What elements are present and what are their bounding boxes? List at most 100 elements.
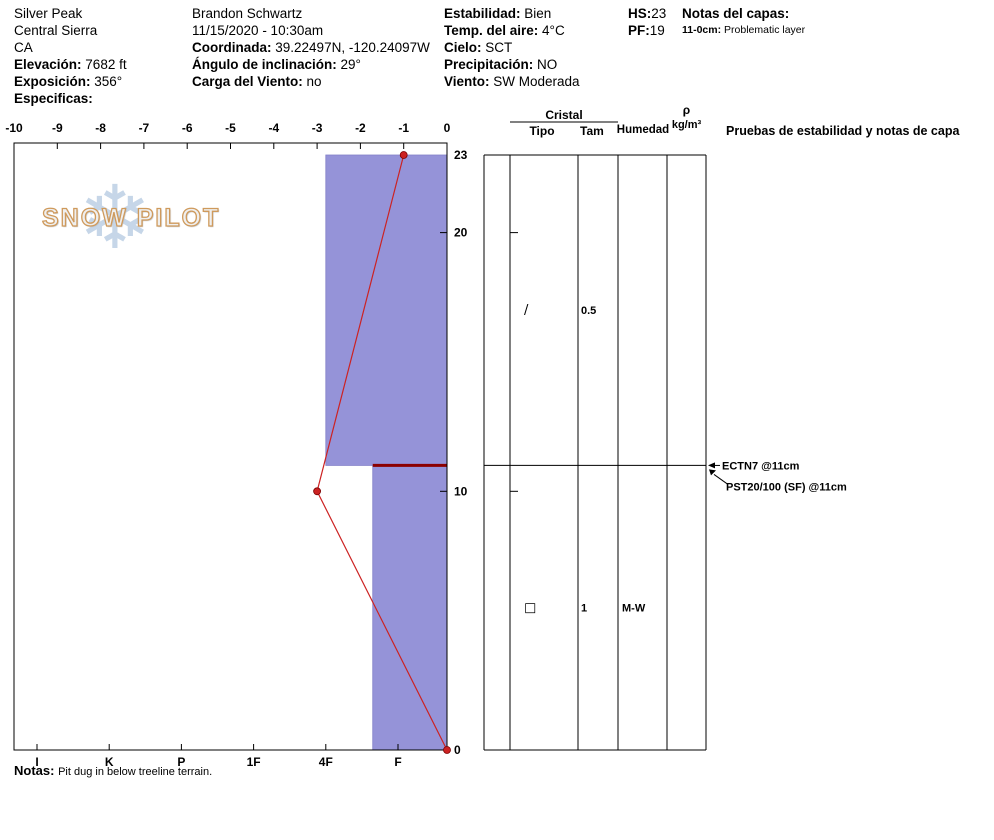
hs-row: HS:23 — [628, 5, 666, 22]
pf-label: PF: — [628, 23, 650, 38]
header-conditions: Estabilidad: Bien Temp. del aire: 4°C Ci… — [444, 5, 580, 90]
temperature-point — [313, 487, 322, 496]
air-temp-label: Temp. del aire: — [444, 23, 539, 38]
wind-label: Viento: — [444, 74, 490, 89]
slope-angle-value: 29° — [340, 57, 361, 72]
stability-row: Estabilidad: Bien — [444, 5, 580, 22]
test-arrow-head — [709, 469, 716, 476]
precip-row: Precipitación: NO — [444, 56, 580, 73]
grain-type-symbol: / — [524, 303, 529, 318]
temp-axis-label: -2 — [355, 121, 366, 135]
snowpilot-logo-text: SNOW PILOT — [41, 203, 221, 232]
temp-axis-label: -1 — [398, 121, 409, 135]
pf-value: 19 — [649, 23, 665, 38]
sky-label: Cielo: — [444, 40, 482, 55]
header-totals: HS:23 PF:19 — [628, 5, 666, 39]
depth-axis-label: 0 — [454, 743, 461, 757]
wind-loading-label: Carga del Viento: — [192, 74, 303, 89]
grain-type-symbol: □ — [524, 601, 536, 616]
layer-note-range: 11-0cm: — [682, 24, 722, 36]
coordinates-label: Coordinada: — [192, 40, 272, 55]
temperature-point — [443, 746, 451, 754]
observation-datetime: 11/15/2020 - 10:30am — [192, 23, 324, 38]
stability-value: Bien — [524, 6, 552, 21]
air-temp-row: Temp. del aire: 4°C — [444, 22, 580, 39]
sky-value: SCT — [485, 40, 513, 55]
site-range: Central Sierra — [14, 23, 98, 38]
stability-test-label: PST20/100 (SF) @11cm — [726, 481, 847, 493]
hardness-axis-label: K — [105, 755, 114, 769]
site-state: CA — [14, 40, 33, 55]
wind-value: SW Moderada — [493, 74, 580, 89]
temp-axis-label: -6 — [182, 121, 193, 135]
depth-axis-label: 23 — [454, 148, 468, 162]
depth-axis-label: 10 — [454, 484, 468, 498]
temp-axis-label: -7 — [139, 121, 150, 135]
hardness-axis-label: F — [394, 755, 401, 769]
wind-row: Viento: SW Moderada — [444, 73, 580, 90]
temp-axis-label: -3 — [312, 121, 323, 135]
wind-loading-value: no — [306, 74, 322, 89]
test-arrow-line — [713, 474, 729, 485]
sky-row: Cielo: SCT — [444, 39, 580, 56]
precip-value: NO — [537, 57, 558, 72]
temp-axis-label: -4 — [268, 121, 279, 135]
hardness-axis-label: P — [177, 755, 185, 769]
header-location: Silver Peak Central Sierra CA Elevación:… — [14, 5, 127, 107]
layer-notes-title: Notas del capas: — [682, 5, 805, 22]
layer-notes-title-text: Notas del capas: — [682, 6, 790, 21]
header-observation: Brandon Schwartz 11/15/2020 - 10:30am Co… — [192, 5, 430, 90]
site-name: Silver Peak — [14, 6, 83, 21]
stability-label: Estabilidad: — [444, 6, 521, 21]
test-arrow-head — [708, 462, 715, 469]
observer-name: Brandon Schwartz — [192, 6, 303, 21]
snowpilot-logo: ❄ SNOW PILOT — [40, 170, 219, 270]
hs-value: 23 — [651, 6, 667, 21]
hardness-axis-label: I — [35, 755, 38, 769]
col-header-density-units: kg/m³ — [671, 119, 702, 131]
stability-test-label: ECTN7 @11cm — [722, 460, 800, 472]
temp-axis-label: 0 — [444, 121, 451, 135]
col-header-cristal: Cristal — [545, 108, 583, 122]
aspect-value: 356° — [94, 74, 123, 89]
col-header-tipo: Tipo — [529, 124, 555, 138]
hardness-axis-label: 1F — [247, 755, 261, 769]
specifics-label: Especificas: — [14, 91, 93, 106]
air-temp-value: 4°C — [542, 23, 565, 38]
temperature-point — [399, 151, 408, 159]
elevation-label: Elevación: — [14, 57, 82, 72]
coordinates-row: Coordinada: 39.22497N, -120.24097W — [192, 39, 430, 56]
elevation-row: Elevación: 7682 ft — [14, 56, 127, 73]
hardness-bar-layer-2 — [372, 465, 448, 751]
temp-axis-label: -9 — [52, 121, 63, 135]
temp-axis-label: -8 — [95, 121, 106, 135]
temp-axis-label: -10 — [5, 121, 23, 135]
hardness-bar-layer-1 — [325, 154, 448, 466]
hardness-axis-label: 4F — [319, 755, 333, 769]
slope-angle-label: Ángulo de inclinación: — [192, 57, 337, 72]
hs-label: HS: — [628, 6, 652, 21]
col-header-tam: Tam — [580, 124, 604, 138]
pf-row: PF:19 — [628, 22, 666, 39]
notes-text: Pit dug in below treeline terrain. — [58, 766, 213, 778]
depth-axis-label: 20 — [454, 226, 468, 240]
coordinates-value: 39.22497N, -120.24097W — [275, 40, 430, 55]
slope-angle-row: Ángulo de inclinación: 29° — [192, 56, 430, 73]
layer-note-text: Problematic layer — [724, 24, 806, 36]
layer-note-row: 11-0cm: Problematic layer — [682, 22, 805, 39]
notes-label: Notas: — [14, 763, 55, 778]
precip-label: Precipitación: — [444, 57, 534, 72]
temp-axis-label: -5 — [225, 121, 236, 135]
grain-size-value: 1 — [581, 603, 587, 615]
specifics-row: Especificas: — [14, 90, 127, 107]
snowflake-icon: ❄ — [78, 166, 152, 269]
col-header-stability-tests: Pruebas de estabilidad y notas de capa — [726, 124, 960, 138]
aspect-row: Exposición: 356° — [14, 73, 127, 90]
header-layer-notes: Notas del capas: 11-0cm: Problematic lay… — [682, 5, 805, 39]
wind-loading-row: Carga del Viento: no — [192, 73, 430, 90]
pit-notes: Notas: Pit dug in below treeline terrain… — [14, 763, 212, 778]
aspect-label: Exposición: — [14, 74, 91, 89]
col-header-density: ρ — [682, 103, 691, 117]
